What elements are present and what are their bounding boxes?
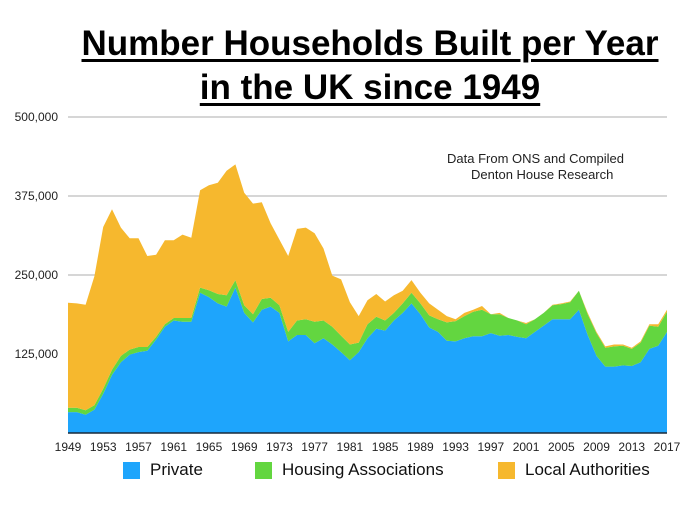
x-tick-label: 1965 <box>196 440 223 454</box>
legend-swatch-private <box>123 461 140 479</box>
legend-local-authorities: Local Authorities <box>498 460 650 480</box>
source-annotation: Data From ONS and Compiled Denton House … <box>447 151 624 183</box>
legend-housing-associations: Housing Associations <box>255 460 444 480</box>
x-tick-label: 1973 <box>266 440 293 454</box>
legend-label-private: Private <box>150 460 203 479</box>
y-tick-label: 375,000 <box>15 189 59 203</box>
legend-private: Private <box>123 460 203 480</box>
x-tick-label: 1993 <box>442 440 469 454</box>
y-tick-label: 500,000 <box>15 110 59 124</box>
chart-title-line1: Number Households Built per Year <box>81 24 659 63</box>
x-tick-label: 1949 <box>55 440 82 454</box>
x-tick-label: 1985 <box>372 440 399 454</box>
x-tick-label: 1961 <box>160 440 187 454</box>
area-private <box>68 287 667 433</box>
y-tick-label: 250,000 <box>15 268 59 282</box>
legend-label-housing-associations: Housing Associations <box>282 460 444 479</box>
area-local-authorities <box>68 164 667 411</box>
x-tick-label: 1957 <box>125 440 152 454</box>
x-tick-label: 1989 <box>407 440 434 454</box>
x-tick-label: 1953 <box>90 440 117 454</box>
chart-title-line2: in the UK since 1949 <box>199 68 541 107</box>
x-tick-label: 2017 <box>654 440 681 454</box>
x-tick-label: 1981 <box>337 440 364 454</box>
legend-swatch-local-authorities <box>498 461 515 479</box>
x-tick-label: 2001 <box>513 440 540 454</box>
legend-label-local-authorities: Local Authorities <box>525 460 650 479</box>
x-tick-label: 2009 <box>583 440 610 454</box>
x-tick-label: 2013 <box>618 440 645 454</box>
annotation-line1: Data From ONS and Compiled <box>447 151 625 166</box>
y-tick-label: 125,000 <box>15 347 59 361</box>
x-tick-label: 1977 <box>301 440 328 454</box>
legend-swatch-housing-associations <box>255 461 272 479</box>
x-tick-label: 1969 <box>231 440 258 454</box>
annotation-line2: Denton House Research <box>471 167 614 182</box>
x-tick-label: 1997 <box>477 440 504 454</box>
x-tick-label: 2005 <box>548 440 575 454</box>
